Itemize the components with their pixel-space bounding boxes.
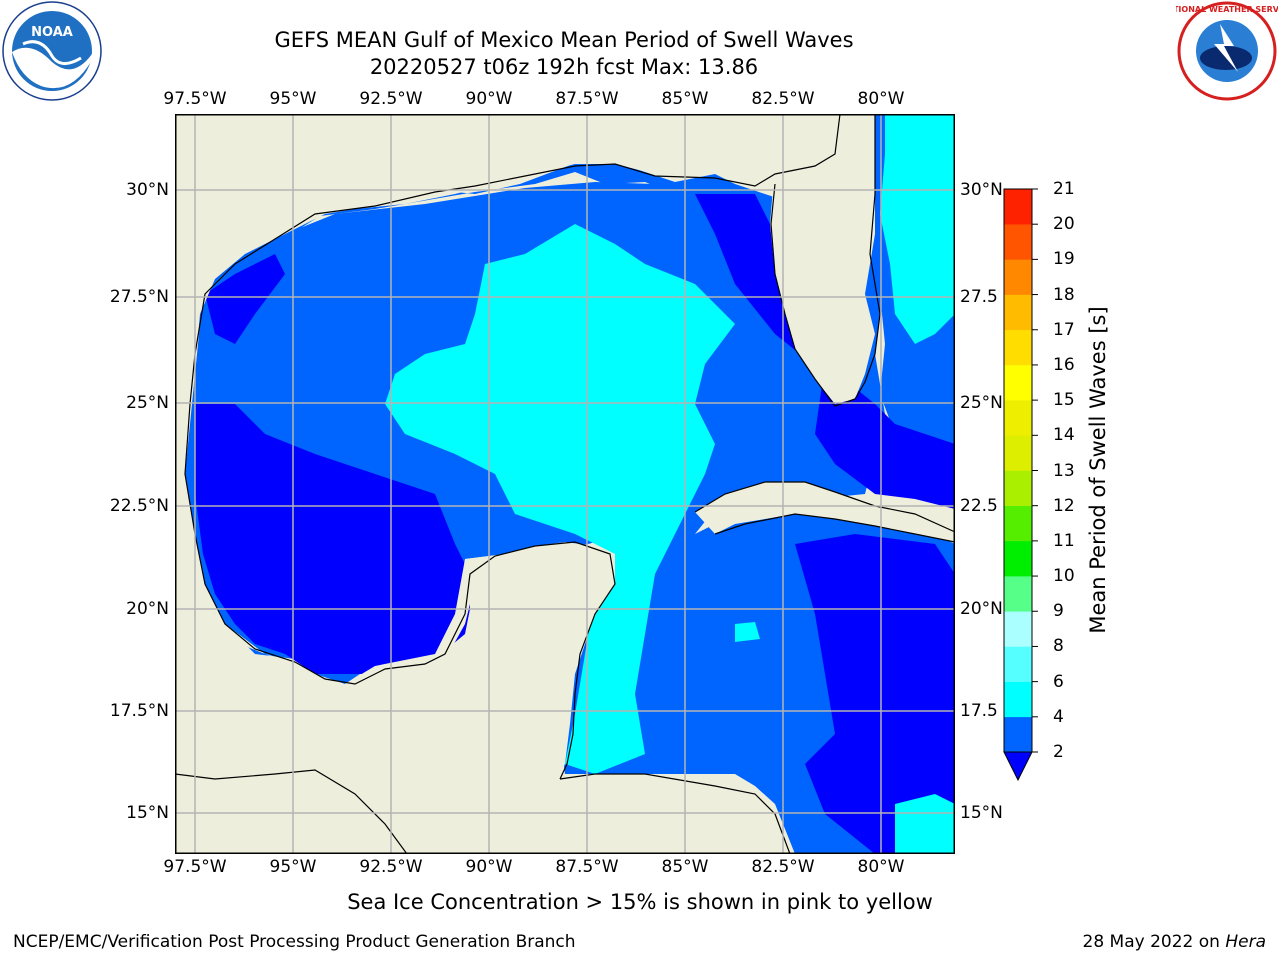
lat-label-left: 20°N: [126, 599, 169, 619]
colorbar-title: Mean Period of Swell Waves [s]: [1086, 306, 1110, 634]
nws-logo-text: NATIONAL WEATHER SERVICE: [1176, 5, 1278, 14]
lon-label-bottom: 87.5°W: [555, 857, 619, 877]
lon-label-top: 82.5°W: [751, 89, 815, 109]
lon-label-top: 92.5°W: [359, 89, 423, 109]
colorbar-band: [1004, 189, 1032, 225]
colorbar-tick-label: 21: [1053, 179, 1075, 199]
florida-land: [770, 114, 875, 404]
colorbar-bands: [1004, 189, 1032, 753]
colorbar-band: [1004, 224, 1032, 260]
colorbar-tick-label: 17: [1053, 319, 1075, 340]
colorbar-tick-label: 2: [1053, 742, 1064, 762]
colorbar-tick-label: 14: [1053, 425, 1075, 446]
noaa-logo: NOAA: [2, 1, 102, 101]
colorbar-tick-label: 18: [1053, 284, 1075, 305]
lat-label-left: 25°N: [126, 393, 169, 413]
map-title: GEFS MEAN Gulf of Mexico Mean Period of …: [274, 28, 854, 52]
map-frame: [175, 114, 955, 854]
colorbar-band: [1004, 576, 1032, 612]
cyan-patch: [735, 622, 760, 642]
lon-label-bottom: 90°W: [465, 857, 513, 877]
colorbar-band: [1004, 505, 1032, 542]
lon-label-bottom: 97.5°W: [163, 857, 227, 877]
noaa-logo-text: NOAA: [31, 25, 73, 40]
colorbar-tick-label: 15: [1053, 390, 1075, 411]
colorbar-tick-label: 6: [1053, 671, 1064, 692]
colorbar-band: [1004, 646, 1032, 682]
colorbar-tick-label: 19: [1053, 249, 1075, 270]
lat-label-right: 20°N: [960, 599, 1003, 619]
lon-label-top: 80°W: [857, 89, 905, 109]
lat-label-left: 22.5°N: [109, 496, 169, 516]
lat-label-right: 15°N: [960, 803, 1003, 823]
colorbar-tick-label: 4: [1053, 706, 1064, 727]
lon-label-top: 85°W: [661, 89, 709, 109]
colorbar-band: [1004, 400, 1032, 436]
lon-label-top: 97.5°W: [163, 89, 227, 109]
colorbar-tick-label: 9: [1053, 601, 1064, 622]
nws-logo: NATIONAL WEATHER SERVICE: [1176, 1, 1278, 101]
lat-label-right: 22.5: [960, 496, 998, 516]
honduras-land: [585, 774, 795, 854]
lon-label-top: 87.5°W: [555, 89, 619, 109]
colorbar-tick-label: 16: [1053, 354, 1075, 375]
map-plot: [175, 114, 955, 854]
lon-label-bottom: 95°W: [269, 857, 317, 877]
colorbar-tick-label: 10: [1053, 566, 1075, 587]
lon-label-bottom: 92.5°W: [359, 857, 423, 877]
footer-credit: NCEP/EMC/Verification Post Processing Pr…: [13, 932, 576, 952]
colorbar-band: [1004, 329, 1032, 366]
colorbar-extend-triangle: [1003, 751, 1033, 782]
colorbar-band: [1004, 259, 1032, 295]
colorbar-band: [1004, 716, 1032, 753]
mid-period-region: [385, 224, 735, 774]
colorbar-tick-label: 13: [1053, 460, 1075, 481]
lon-label-bottom: 85°W: [661, 857, 709, 877]
sea-ice-note: Sea Ice Concentration > 15% is shown in …: [347, 890, 933, 914]
colorbar-band: [1004, 294, 1032, 331]
colorbar-band: [1004, 681, 1032, 718]
lat-label-left: 30°N: [126, 180, 169, 200]
colorbar-band: [1004, 435, 1032, 471]
lon-label-bottom: 82.5°W: [751, 857, 815, 877]
lon-label-top: 90°W: [465, 89, 513, 109]
map-subtitle: 20220527 t06z 192h fcst Max: 13.86: [369, 55, 759, 79]
colorbar-band: [1004, 364, 1032, 401]
us-coast-land: [175, 114, 840, 494]
colorbar-ticks: [1032, 188, 1038, 753]
lat-label-left: 17.5°N: [109, 701, 169, 721]
graticule: [175, 114, 955, 854]
lat-label-right: 17.5: [960, 701, 998, 721]
footer-host: Hera: [1225, 932, 1266, 952]
lat-label-left: 27.5°N: [109, 287, 169, 307]
lat-label-right: 30°N: [960, 180, 1003, 200]
lat-label-right: 25°N: [960, 393, 1003, 413]
cuba-land: [695, 482, 955, 542]
footer-date-text: 28 May 2022 on: [1082, 932, 1226, 952]
lon-label-top: 95°W: [269, 89, 317, 109]
colorbar-tick-label: 8: [1053, 636, 1064, 657]
colorbar: [1003, 188, 1038, 782]
lat-label-left: 15°N: [126, 803, 169, 823]
footer-date: 28 May 2022 on Hera: [1083, 932, 1267, 952]
colorbar-tick-label: 11: [1053, 530, 1075, 551]
lat-label-right: 27.5: [960, 287, 998, 307]
caribbean-cyan: [895, 794, 955, 854]
colorbar-band: [1004, 470, 1032, 506]
yucatan-land: [175, 542, 615, 854]
colorbar-band: [1004, 611, 1032, 647]
colorbar-band: [1004, 540, 1032, 577]
atlantic-cyan: [880, 114, 955, 344]
colorbar-tick-label: 12: [1053, 495, 1075, 516]
lon-label-bottom: 80°W: [857, 857, 905, 877]
colorbar-tick-label: 20: [1053, 214, 1075, 235]
